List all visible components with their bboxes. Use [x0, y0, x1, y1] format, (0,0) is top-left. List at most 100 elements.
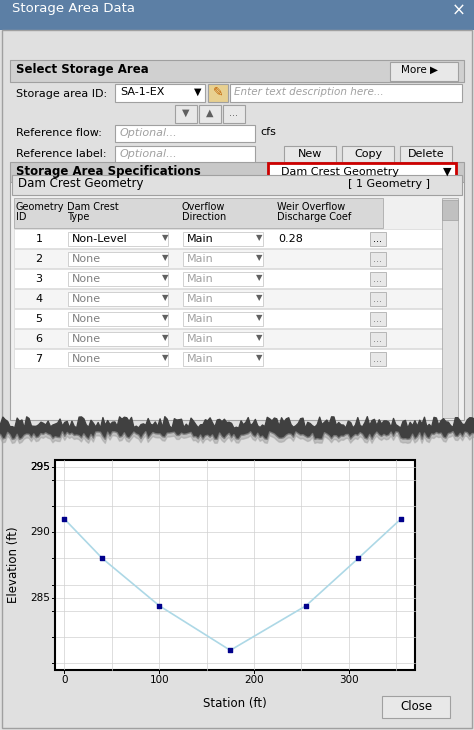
Text: ▼: ▼ — [182, 108, 190, 118]
Bar — [10, 182, 464, 420]
Bar — [442, 200, 458, 220]
Text: ×: × — [452, 2, 466, 20]
Text: None: None — [72, 334, 101, 344]
Text: Enter text description here...: Enter text description here... — [234, 87, 383, 97]
Text: Main: Main — [187, 234, 214, 244]
Bar — [68, 312, 168, 326]
Text: ID: ID — [16, 212, 27, 222]
Text: Reference label:: Reference label: — [16, 149, 107, 159]
Bar — [370, 232, 386, 246]
Text: 6: 6 — [36, 334, 43, 344]
Bar — [284, 146, 336, 163]
Text: ▼: ▼ — [162, 253, 168, 262]
Bar — [68, 292, 168, 306]
Text: Main: Main — [187, 314, 214, 324]
Text: ▼: ▼ — [162, 293, 168, 302]
Bar — [370, 252, 386, 266]
Text: Dam Crest Geometry: Dam Crest Geometry — [18, 177, 144, 191]
Text: ▼: ▼ — [443, 167, 451, 177]
Bar — [183, 292, 263, 306]
Point — [227, 645, 234, 656]
Text: Overflow: Overflow — [182, 202, 225, 212]
Text: 1: 1 — [36, 234, 43, 244]
Bar — [370, 292, 386, 306]
Text: ▼: ▼ — [256, 313, 263, 322]
Text: 0: 0 — [61, 675, 68, 685]
Bar — [183, 312, 263, 326]
Text: Main: Main — [187, 274, 214, 284]
Text: 295: 295 — [30, 461, 50, 472]
Bar — [55, 460, 415, 670]
Text: ▼: ▼ — [256, 353, 263, 362]
Bar — [199, 105, 221, 123]
Text: Elevation (ft): Elevation (ft) — [8, 526, 20, 603]
Text: Optional...: Optional... — [120, 149, 178, 159]
Text: None: None — [72, 254, 101, 264]
Text: cfs: cfs — [260, 127, 276, 137]
Text: 200: 200 — [244, 675, 264, 685]
Text: ...: ... — [374, 354, 383, 364]
Text: ▼: ▼ — [162, 313, 168, 322]
Text: 300: 300 — [339, 675, 358, 685]
Text: Storage area ID:: Storage area ID: — [16, 89, 107, 99]
Text: 0.28: 0.28 — [278, 234, 303, 244]
Text: ▼: ▼ — [256, 273, 263, 282]
Text: Station (ft): Station (ft) — [203, 697, 267, 710]
Text: 5: 5 — [36, 314, 43, 324]
Point — [302, 600, 310, 612]
Bar — [14, 289, 444, 308]
Text: Type: Type — [67, 212, 90, 222]
Text: ...: ... — [374, 314, 383, 324]
Bar — [342, 146, 394, 163]
Bar — [115, 125, 255, 142]
Bar — [268, 163, 456, 181]
Bar — [370, 312, 386, 326]
Bar — [14, 198, 383, 228]
Bar — [68, 332, 168, 346]
Text: ▼: ▼ — [256, 333, 263, 342]
Text: Dam Crest: Dam Crest — [67, 202, 119, 212]
Point — [397, 513, 405, 525]
Bar — [183, 352, 263, 366]
Text: 290: 290 — [30, 527, 50, 537]
Bar — [14, 229, 444, 248]
Bar — [183, 232, 263, 246]
Bar — [382, 696, 450, 718]
Bar — [14, 309, 444, 328]
Text: ...: ... — [229, 108, 238, 118]
Bar — [183, 332, 263, 346]
Text: Main: Main — [187, 354, 214, 364]
Bar — [390, 62, 458, 81]
Text: Geometry: Geometry — [16, 202, 64, 212]
Text: Non-Level: Non-Level — [72, 234, 128, 244]
Bar — [14, 249, 444, 268]
Text: None: None — [72, 354, 101, 364]
Text: 295: 295 — [30, 461, 50, 472]
Text: Dam Crest Geometry: Dam Crest Geometry — [281, 167, 399, 177]
Text: None: None — [72, 274, 101, 284]
Bar — [370, 352, 386, 366]
Text: 4: 4 — [36, 294, 43, 304]
Text: 2: 2 — [36, 254, 43, 264]
Bar — [12, 175, 462, 195]
Point — [155, 600, 163, 612]
Bar — [208, 84, 228, 102]
Bar — [115, 84, 205, 102]
Text: 3: 3 — [36, 274, 43, 284]
Bar — [10, 60, 464, 82]
Text: ...: ... — [374, 294, 383, 304]
Text: Select Storage Area: Select Storage Area — [16, 63, 149, 76]
Text: Optional...: Optional... — [120, 128, 178, 138]
Point — [61, 513, 68, 525]
Text: New: New — [298, 149, 322, 159]
Bar — [14, 269, 444, 288]
Text: ▼: ▼ — [256, 253, 263, 262]
Bar — [10, 162, 464, 182]
Bar — [183, 272, 263, 286]
Text: ▼: ▼ — [256, 293, 263, 302]
Text: Discharge Coef: Discharge Coef — [277, 212, 351, 222]
Text: Close: Close — [400, 699, 432, 712]
Text: Weir Overflow: Weir Overflow — [277, 202, 345, 212]
Text: ▼: ▼ — [162, 233, 168, 242]
Bar — [442, 198, 458, 418]
